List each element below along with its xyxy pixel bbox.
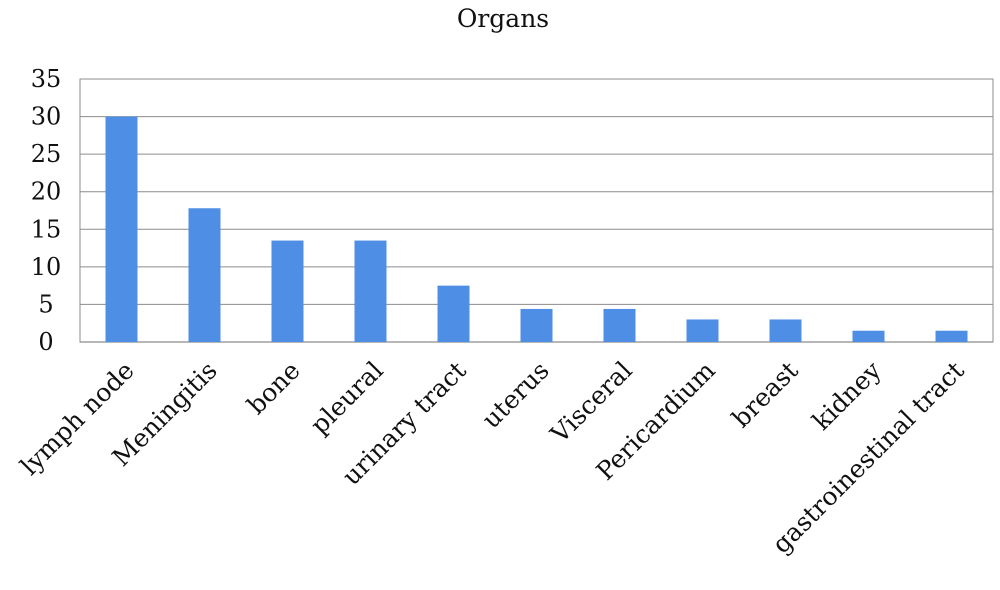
y-tick-label: 0 [38, 328, 53, 356]
x-tick-label: bone [241, 356, 305, 420]
chart-title: Organs [457, 4, 549, 33]
y-tick-label: 30 [31, 103, 62, 131]
bar [354, 240, 387, 342]
y-tick-label: 10 [31, 253, 62, 281]
y-tick-label: 35 [31, 65, 62, 93]
bar [188, 208, 221, 342]
bar [271, 240, 304, 342]
y-axis-tick-labels: 0 5 10 15 20 25 30 35 [31, 65, 62, 356]
y-tick-label: 15 [31, 215, 62, 243]
y-tick-label: 5 [38, 290, 53, 318]
x-tick-label: pleural [305, 356, 389, 440]
bar [520, 308, 553, 342]
bar [686, 319, 719, 342]
y-tick-label: 25 [31, 140, 62, 168]
bar [437, 285, 470, 342]
x-tick-label: uterus [476, 356, 554, 434]
y-tick-label: 20 [31, 178, 62, 206]
bar [105, 116, 138, 342]
bar [935, 330, 968, 342]
bar [603, 308, 636, 342]
bars [105, 116, 968, 342]
x-tick-label: breast [726, 356, 803, 433]
bar [852, 330, 885, 342]
bar [769, 319, 802, 342]
x-tick-label: kidney [807, 355, 888, 436]
